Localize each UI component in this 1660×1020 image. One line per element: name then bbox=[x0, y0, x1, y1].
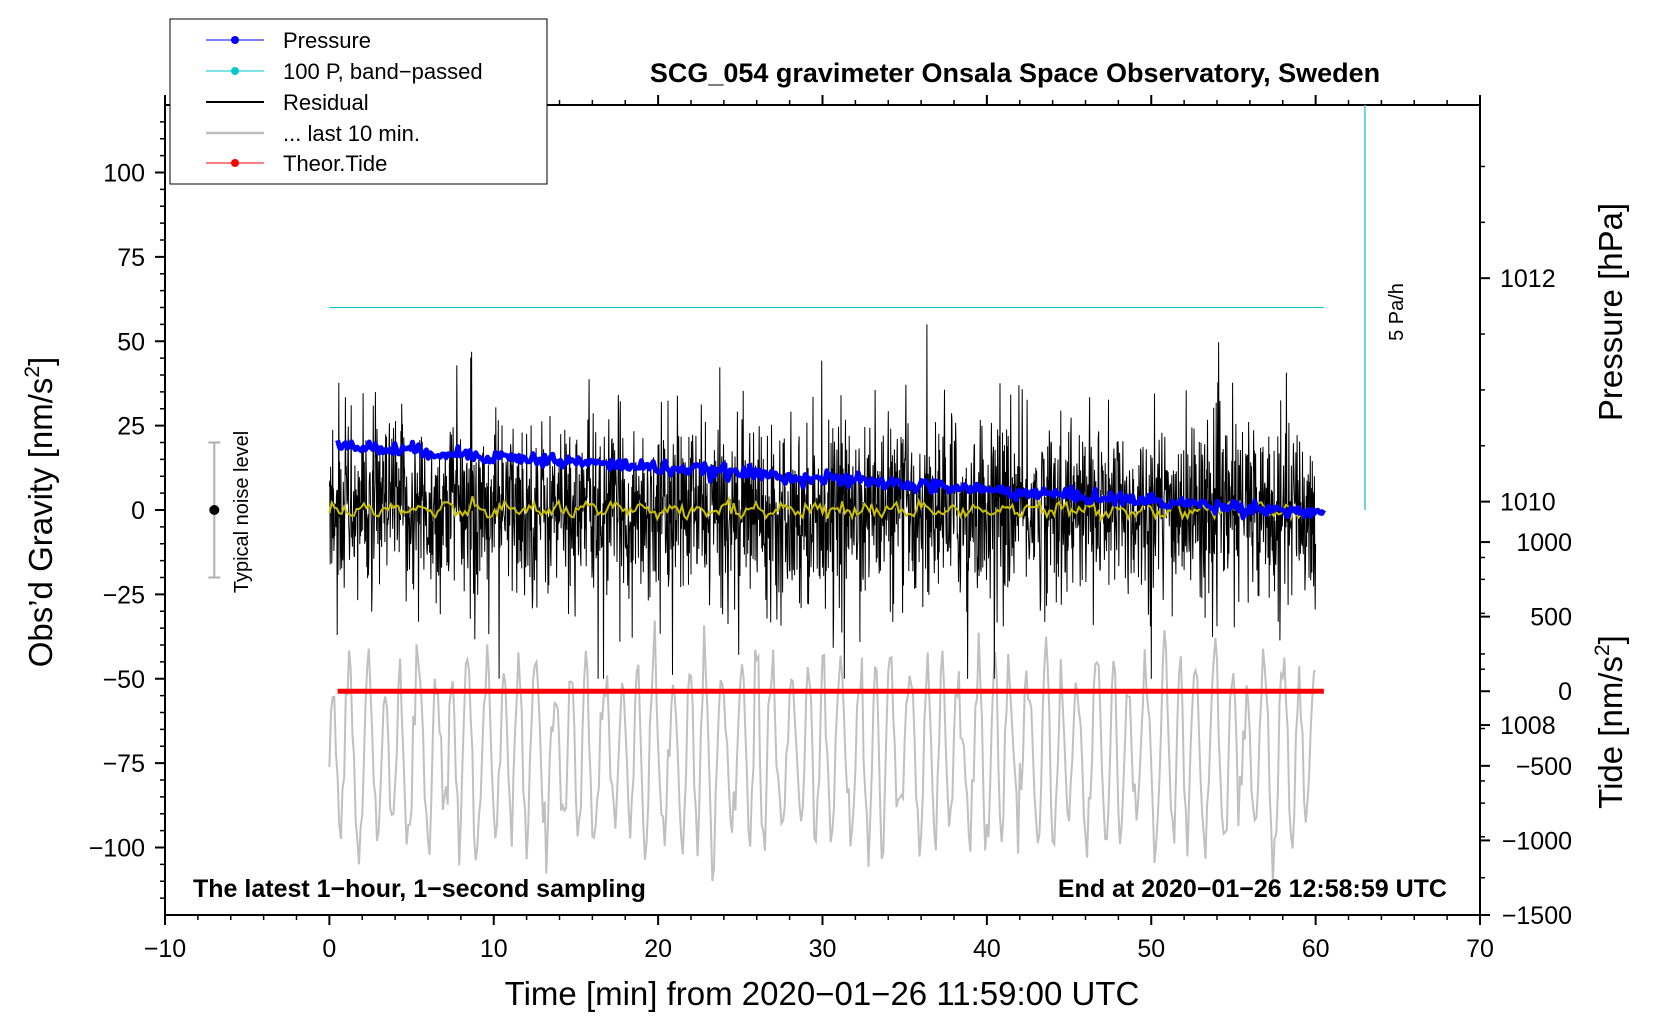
pressure-tick-label: 1010 bbox=[1500, 489, 1556, 517]
legend-label-theor-tide: Theor.Tide bbox=[283, 151, 387, 176]
x-tick-label: 70 bbox=[1466, 935, 1494, 963]
y-axis-label-tide: Tide [nm/s2] bbox=[1591, 635, 1629, 809]
legend-entry-theor-tide: Theor.Tide bbox=[206, 151, 387, 176]
y-tick-label: 50 bbox=[117, 328, 145, 356]
x-tick-label: 30 bbox=[809, 935, 837, 963]
noise-level-dot bbox=[209, 505, 220, 515]
legend: Pressure 100 P, band−passed Residual ...… bbox=[169, 18, 548, 185]
x-tick-label: −10 bbox=[144, 935, 186, 963]
x-tick-label: 50 bbox=[1137, 935, 1165, 963]
y-tick-label: 25 bbox=[117, 413, 145, 441]
legend-label-last-10-min: ... last 10 min. bbox=[283, 121, 420, 146]
tick-layer: −10 0 10 20 30 40 50 60 701007550250−25−50−75−10… bbox=[89, 95, 1572, 963]
x-axis-label: Time [min] from 2020−01−26 11:59:00 UTC bbox=[505, 975, 1140, 1012]
chart-title: SCG_054 gravimeter Onsala Space Observat… bbox=[650, 58, 1380, 88]
annotation-sampling: The latest 1−hour, 1−second sampling bbox=[193, 875, 646, 903]
x-tick-label: 20 bbox=[644, 935, 672, 963]
pressure-rate-label: 5 Pa/h bbox=[1386, 283, 1408, 341]
y-tick-label: 100 bbox=[103, 160, 145, 188]
y-tick-label: −25 bbox=[103, 581, 145, 609]
tide-tick-label: −1500 bbox=[1502, 902, 1572, 930]
series-group bbox=[328, 307, 1326, 884]
legend-entry-residual: Residual bbox=[206, 90, 369, 115]
tide-tick-label: −500 bbox=[1516, 753, 1572, 781]
legend-label-pressure: Pressure bbox=[283, 28, 371, 53]
series-last-10-min bbox=[328, 620, 1317, 884]
tide-tick-label: 1000 bbox=[1516, 529, 1572, 557]
tide-tick-label: 0 bbox=[1558, 678, 1572, 706]
y-axis-label-gravity: Obs’d Gravity [nm/s2] bbox=[21, 357, 59, 668]
series-residual-smoothed bbox=[328, 495, 1316, 523]
legend-entry-pressure: Pressure bbox=[206, 28, 371, 53]
series-residual bbox=[328, 324, 1317, 679]
legend-label-residual: Residual bbox=[283, 90, 369, 115]
legend-entry-band-passed: 100 P, band−passed bbox=[206, 59, 483, 84]
series-pressure bbox=[335, 439, 1326, 521]
y-axis-label-pressure: Pressure [hPa] bbox=[1592, 203, 1629, 421]
y-tick-label: −50 bbox=[103, 666, 145, 694]
annotation-end-time: End at 2020−01−26 12:58:59 UTC bbox=[1058, 875, 1447, 903]
x-tick-label: 60 bbox=[1302, 935, 1330, 963]
series-layer bbox=[328, 307, 1326, 884]
tide-tick-label: 500 bbox=[1530, 604, 1572, 632]
pressure-tick-label: 1008 bbox=[1500, 712, 1556, 740]
noise-level-label: Typical noise level bbox=[231, 431, 253, 593]
tide-tick-label: −1000 bbox=[1502, 827, 1572, 855]
x-tick-label: 10 bbox=[480, 935, 508, 963]
legend-entry-last-10-min: ... last 10 min. bbox=[206, 121, 420, 146]
x-tick-label: 0 bbox=[322, 935, 336, 963]
legend-label-band-passed: 100 P, band−passed bbox=[283, 59, 483, 84]
x-tick-label: 40 bbox=[973, 935, 1001, 963]
y-tick-label: 75 bbox=[117, 244, 145, 272]
y-tick-label: −100 bbox=[89, 835, 145, 863]
y-tick-label: 0 bbox=[131, 497, 145, 525]
y-tick-label: −75 bbox=[103, 750, 145, 778]
noise-level-indicator: Typical noise level bbox=[208, 431, 253, 593]
pressure-tick-label: 1012 bbox=[1500, 265, 1556, 293]
